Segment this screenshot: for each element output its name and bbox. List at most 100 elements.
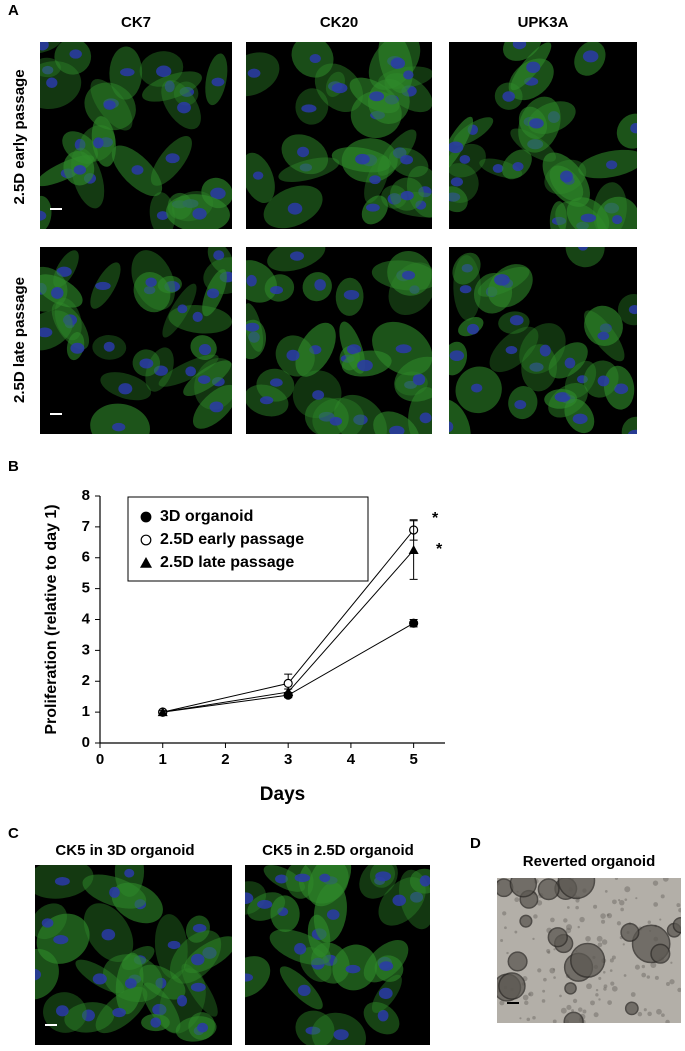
- speck: [665, 981, 670, 986]
- nucleus: [93, 137, 104, 149]
- panel-label: A: [8, 2, 19, 19]
- nucleus: [297, 984, 311, 997]
- image-title: CK5 in 3D organoid: [55, 842, 194, 859]
- nucleus: [412, 373, 426, 386]
- speck: [577, 925, 580, 929]
- speck: [650, 962, 657, 969]
- nucleus: [369, 91, 385, 102]
- nucleus: [606, 160, 618, 170]
- nucleus: [554, 392, 571, 402]
- nucleus: [329, 416, 343, 426]
- speck: [618, 899, 621, 902]
- nucleus: [112, 422, 126, 432]
- x-tick-label: 1: [159, 751, 167, 768]
- micrograph: [497, 878, 681, 1023]
- speck: [502, 911, 507, 916]
- nucleus: [101, 929, 116, 941]
- nucleus: [502, 91, 515, 102]
- speck: [593, 1012, 599, 1018]
- nucleus: [582, 50, 599, 63]
- nucleus: [357, 359, 373, 372]
- nucleus: [124, 978, 137, 989]
- nucleus: [331, 82, 348, 94]
- nucleus: [209, 401, 224, 413]
- nucleus: [614, 383, 629, 395]
- x-tick-label: 0: [96, 751, 104, 768]
- nucleus: [51, 286, 64, 299]
- nucleus: [206, 288, 220, 299]
- x-tick-label: 2: [221, 751, 229, 768]
- nucleus: [449, 141, 464, 154]
- y-tick-label: 2: [82, 672, 90, 689]
- nucleus: [512, 162, 524, 172]
- marker: [283, 678, 293, 689]
- speck: [597, 942, 603, 948]
- micrograph: [449, 247, 637, 434]
- nucleus: [375, 871, 392, 882]
- nucleus: [410, 891, 424, 903]
- nucleus: [287, 202, 303, 215]
- row-label: 2.5D late passage: [11, 277, 28, 403]
- nucleus: [247, 68, 261, 78]
- nucleus: [576, 375, 588, 384]
- speck: [550, 917, 555, 923]
- nucleus: [257, 899, 273, 909]
- nucleus: [494, 274, 510, 286]
- nucleus: [297, 146, 310, 158]
- panel-label: D: [470, 835, 481, 852]
- nucleus: [211, 77, 225, 87]
- annotation: *: [436, 541, 443, 558]
- speck: [506, 951, 509, 955]
- speck: [623, 974, 627, 977]
- nucleus: [248, 331, 260, 343]
- speck: [669, 979, 675, 985]
- nucleus: [461, 264, 473, 273]
- nucleus: [152, 1003, 167, 1016]
- nucleus: [210, 187, 226, 200]
- nucleus: [177, 994, 188, 1007]
- speck: [563, 918, 568, 923]
- nucleus: [560, 170, 573, 183]
- nucleus: [286, 349, 300, 361]
- speck: [586, 983, 592, 990]
- nucleus: [124, 868, 135, 878]
- nucleus: [120, 68, 135, 77]
- nucleus: [118, 383, 133, 395]
- organoid: [547, 927, 568, 948]
- nucleus: [165, 153, 180, 164]
- speck: [601, 939, 608, 945]
- nucleus: [156, 211, 169, 220]
- marker: [408, 545, 419, 555]
- speck: [654, 975, 659, 980]
- nucleus: [355, 153, 370, 165]
- nucleus: [294, 943, 307, 955]
- nucleus: [419, 875, 430, 887]
- speck: [537, 968, 542, 973]
- speck: [611, 955, 616, 960]
- nucleus: [198, 344, 212, 356]
- nucleus: [314, 279, 326, 291]
- nucleus: [270, 285, 284, 295]
- nucleus: [400, 155, 414, 165]
- speck: [607, 1000, 612, 1005]
- organoid: [650, 943, 671, 964]
- organoid: [563, 1011, 584, 1023]
- nucleus: [294, 873, 311, 883]
- nucleus: [40, 210, 47, 221]
- nucleus: [343, 289, 360, 300]
- marker: [283, 687, 294, 697]
- speck: [656, 1008, 662, 1015]
- speck: [600, 913, 606, 919]
- column-header: UPK3A: [518, 14, 569, 31]
- nucleus: [449, 350, 465, 362]
- nucleus: [177, 304, 188, 314]
- organoid: [564, 982, 577, 995]
- nucleus: [415, 200, 427, 210]
- speck: [553, 948, 556, 951]
- nucleus: [387, 193, 402, 205]
- nucleus: [459, 155, 471, 164]
- nucleus: [164, 80, 175, 93]
- speck: [533, 914, 538, 919]
- nucleus: [35, 968, 41, 981]
